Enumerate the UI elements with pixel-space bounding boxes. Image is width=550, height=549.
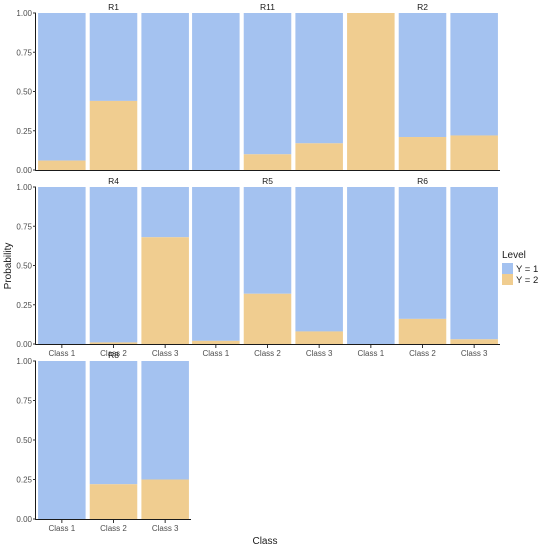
panel-title: R1 — [108, 2, 119, 12]
bar-y1 — [243, 187, 292, 294]
y-tick-label: 0.00 — [16, 515, 32, 524]
x-tick-label: Class 3 — [306, 349, 333, 358]
y-tick-label: 1.00 — [16, 9, 32, 18]
bar-y2 — [450, 339, 498, 344]
bar-y1 — [450, 13, 498, 136]
y-tick-label: 0.75 — [16, 397, 32, 406]
bar-y1 — [192, 187, 240, 341]
y-tick-label: 0.00 — [16, 166, 32, 175]
bar-y1 — [38, 187, 86, 344]
panel-title: R4 — [108, 176, 119, 186]
legend-key-swatch — [502, 274, 513, 285]
x-tick-label: Class 1 — [48, 349, 75, 358]
bar-y2 — [38, 160, 86, 170]
bar-y1 — [89, 187, 138, 343]
legend-label: Y = 1 — [516, 264, 538, 275]
panel-title: R6 — [417, 176, 428, 186]
bar-y1 — [89, 13, 138, 101]
bar-y1 — [141, 187, 189, 238]
bar-y1 — [398, 13, 447, 138]
panel-r11: R11 — [190, 2, 345, 171]
bar-y2 — [89, 484, 138, 519]
bar-y2 — [450, 135, 498, 170]
bar-y1 — [243, 13, 292, 155]
x-tick-label: Class 3 — [461, 349, 488, 358]
legend-label: Y = 2 — [516, 275, 538, 286]
bar-y1 — [141, 361, 189, 480]
y-tick-label: 0.50 — [16, 262, 32, 271]
x-tick-label: Class 1 — [48, 524, 75, 533]
panel-title: R2 — [417, 2, 428, 12]
x-tick-label: Class 1 — [202, 349, 229, 358]
bar-y1 — [398, 187, 447, 319]
panel-r4: R4 0.00 0.25 0.50 0.75 1.00 Class 1 Class 2 Clas… — [16, 176, 191, 358]
x-tick-label: Class 2 — [100, 524, 127, 533]
panel-title: R11 — [260, 2, 275, 12]
bar-y1 — [347, 187, 395, 344]
legend-key-swatch — [502, 263, 513, 274]
bar-y2 — [398, 318, 447, 344]
legend: Level Y = 1Y = 2 — [502, 250, 538, 286]
panel-title: R8 — [108, 350, 119, 360]
bar-y2 — [398, 137, 447, 170]
bar-y1 — [38, 13, 86, 161]
bar-y1 — [89, 361, 138, 485]
bar-y2 — [141, 237, 189, 344]
x-tick-label: Class 1 — [357, 349, 384, 358]
bar-y1 — [38, 361, 86, 519]
bar-y2 — [295, 143, 343, 170]
panel-title: R5 — [262, 176, 273, 186]
x-tick-label: Class 3 — [152, 349, 179, 358]
bar-y1 — [295, 187, 343, 332]
y-tick-label: 0.00 — [16, 340, 32, 349]
bar-y2 — [243, 293, 292, 344]
x-axis-title: Class — [252, 536, 277, 547]
panel-r8: R8 0.00 0.25 0.50 0.75 1.00 Class 1 Class 2 Clas… — [16, 350, 191, 533]
panel-r6: R6 Class 1 Class 2 Class 3 — [345, 176, 500, 358]
y-tick-label: 0.25 — [16, 476, 32, 485]
bar-y2 — [89, 342, 138, 344]
bar-y2 — [295, 331, 343, 344]
panel-r1: R1 0.00 0.25 0.50 0.75 1.00 — [16, 2, 191, 175]
bar-y2 — [243, 154, 292, 170]
y-tick-label: 1.00 — [16, 357, 32, 366]
y-tick-label: 0.75 — [16, 222, 32, 231]
y-tick-label: 0.50 — [16, 88, 32, 97]
bar-y1 — [141, 13, 189, 170]
panel-r2: R2 — [345, 2, 500, 171]
legend-title: Level — [502, 250, 526, 261]
x-tick-label: Class 2 — [409, 349, 436, 358]
y-axis-title: Probability — [3, 243, 14, 290]
x-tick-label: Class 3 — [152, 524, 179, 533]
y-tick-label: 0.50 — [16, 436, 32, 445]
panel-r5: R5 Class 1 Class 2 Class 3 — [190, 176, 345, 358]
bar-y2 — [347, 13, 395, 170]
bar-y2 — [192, 340, 240, 344]
bar-y2 — [141, 479, 189, 519]
panels-group: R1 0.00 0.25 0.50 0.75 1.00 R11 R2 R4 0.00 0.25 0.5… — [16, 2, 500, 533]
bar-y1 — [295, 13, 343, 144]
y-tick-label: 0.25 — [16, 301, 32, 310]
x-tick-label: Class 2 — [254, 349, 281, 358]
bar-y2 — [89, 100, 138, 170]
bar-y1 — [192, 13, 240, 170]
y-tick-label: 1.00 — [16, 183, 32, 192]
x-tick-label: Class 2 — [100, 349, 127, 358]
y-tick-label: 0.75 — [16, 48, 32, 57]
y-tick-label: 0.25 — [16, 127, 32, 136]
bar-y1 — [450, 187, 498, 340]
